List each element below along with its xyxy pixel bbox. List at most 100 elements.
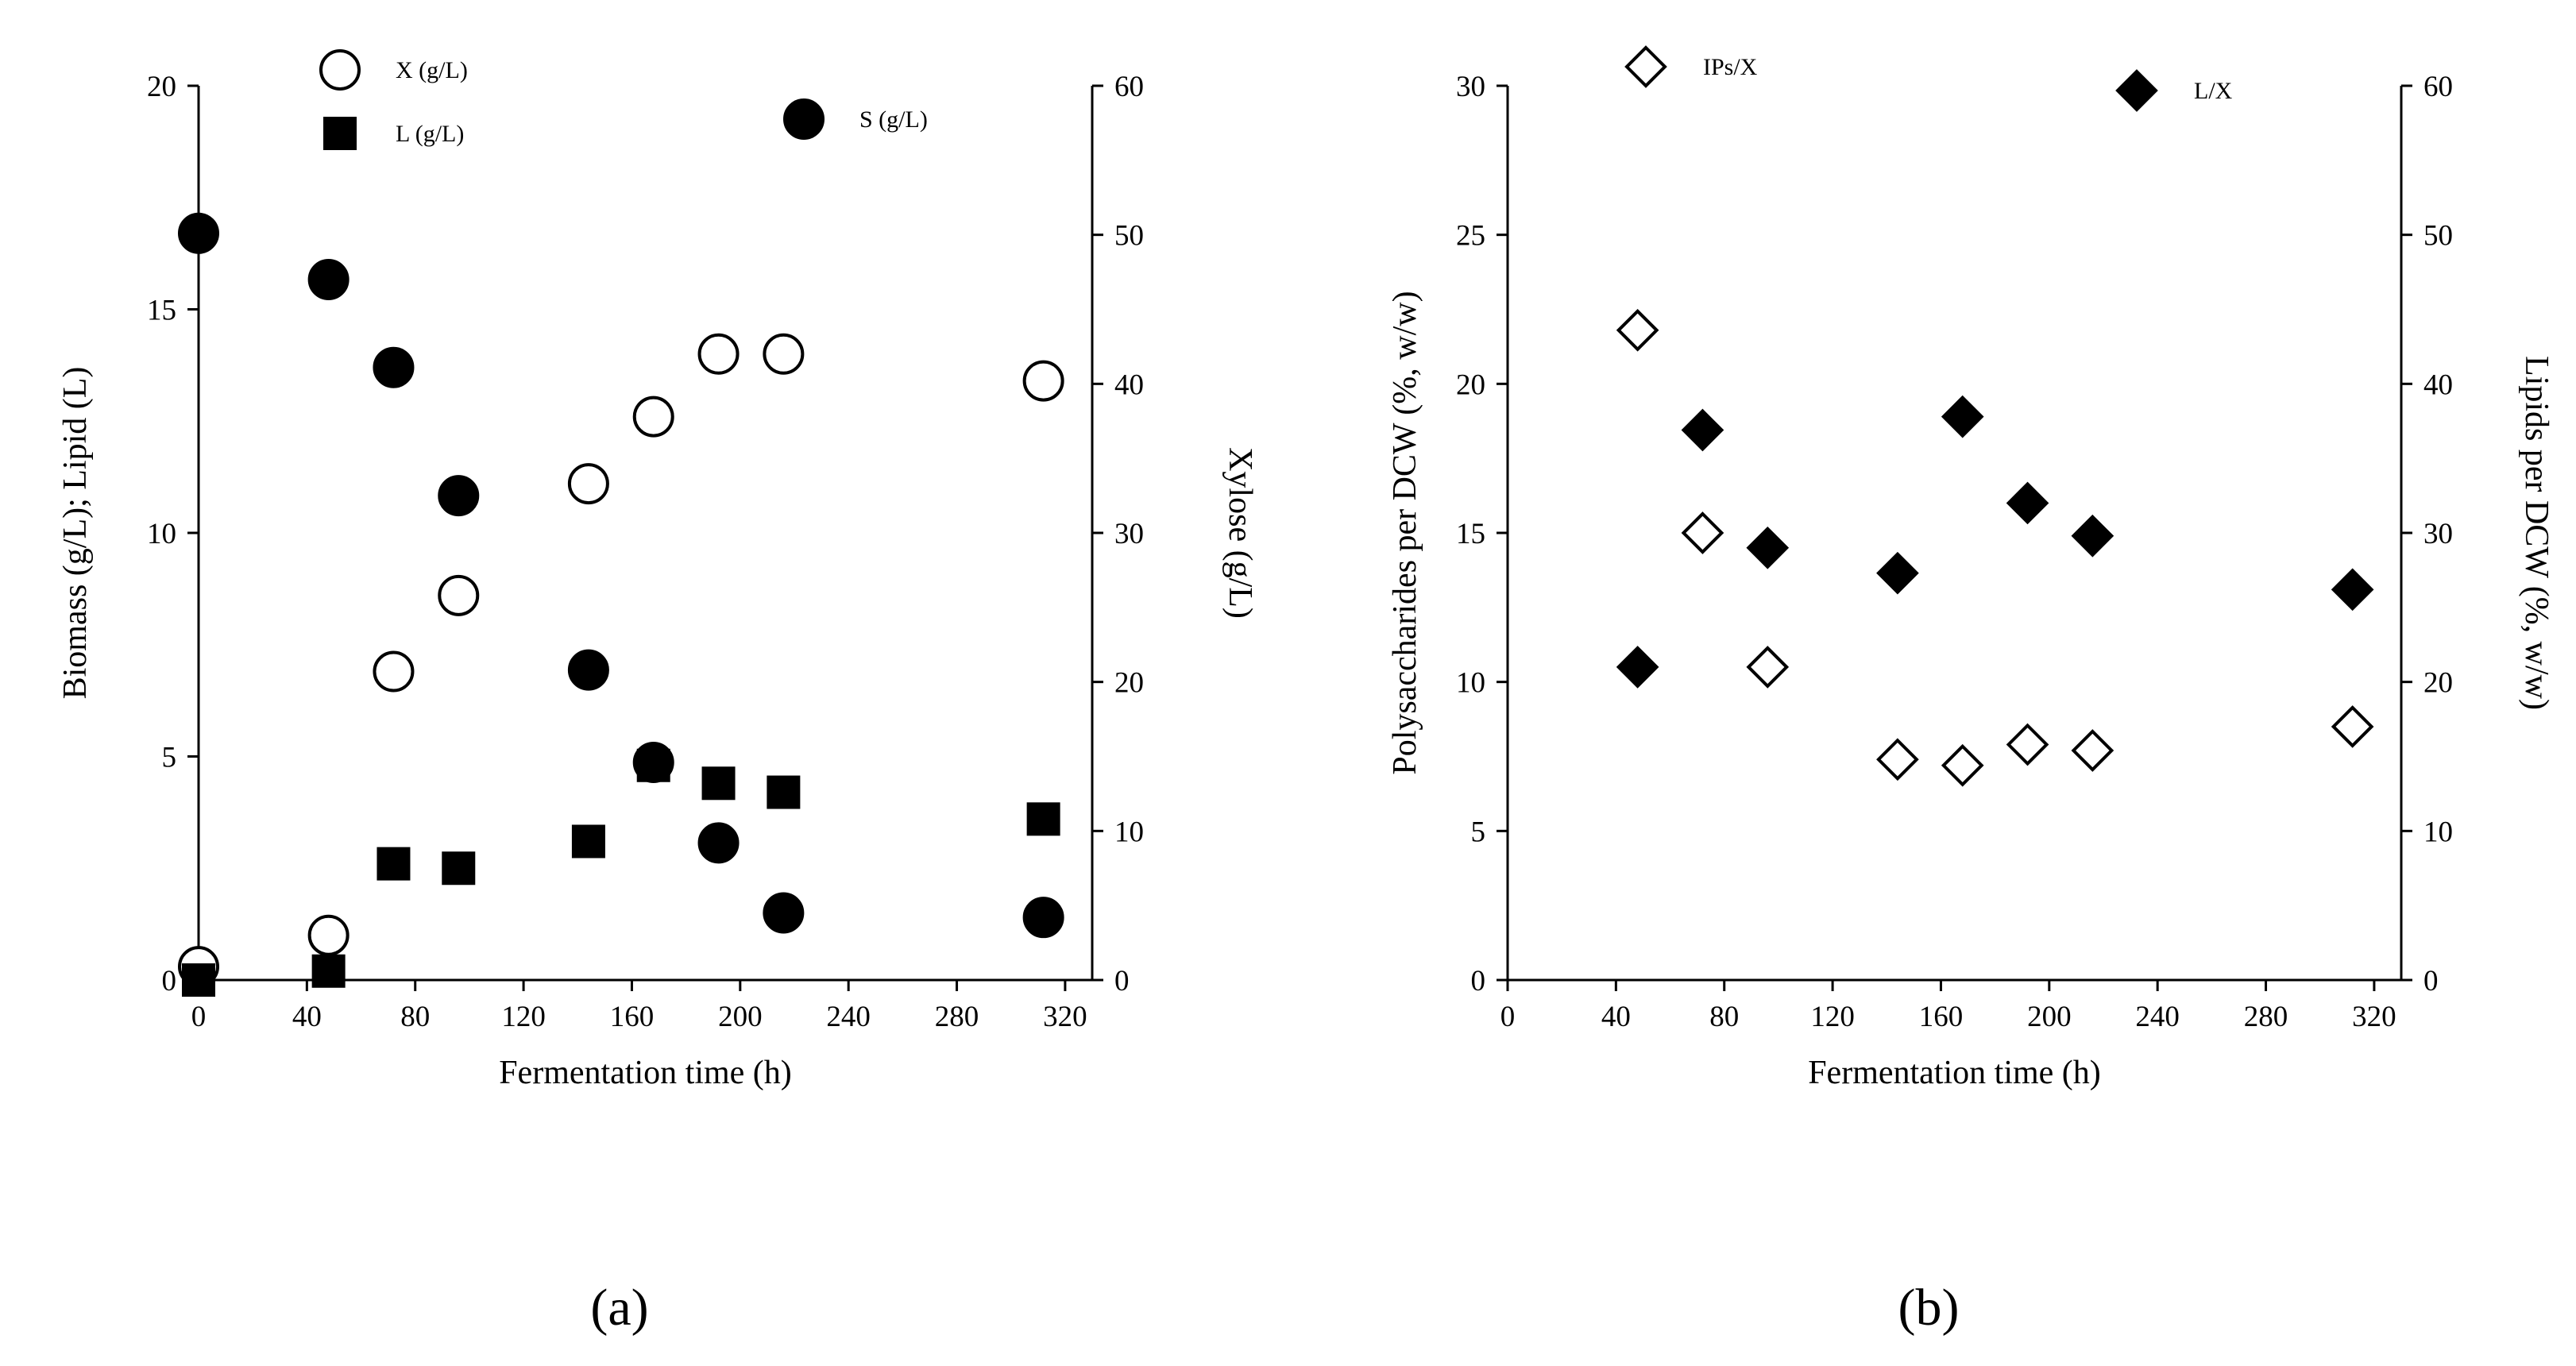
data-point — [697, 333, 740, 375]
data-point — [1022, 897, 1064, 939]
y-axis-right-title: Lipids per DCW (%, w/w) — [2518, 356, 2555, 710]
x-tick-label: 240 — [826, 1001, 871, 1033]
y-left-tick-label: 0 — [1471, 965, 1486, 997]
y-right-tick-label: 30 — [2423, 518, 2453, 550]
x-tick-label: 320 — [1043, 1001, 1087, 1033]
data-point — [178, 212, 219, 254]
y-left-tick-label: 15 — [147, 295, 176, 327]
series-l-x — [1616, 395, 2374, 689]
y-left-tick-label: 20 — [147, 71, 176, 103]
x-tick-label: 160 — [1919, 1001, 1964, 1033]
y-right-tick-label: 60 — [1114, 71, 1144, 103]
y-right-tick-label: 20 — [2423, 667, 2453, 700]
x-tick-label: 40 — [1601, 1001, 1631, 1033]
data-point — [567, 649, 609, 691]
data-point — [1941, 395, 1984, 438]
data-point — [377, 847, 411, 881]
data-point — [182, 963, 215, 997]
data-point — [632, 396, 674, 438]
data-point — [438, 574, 480, 616]
legend-entry: S (g/L) — [783, 98, 928, 140]
series-x-g-l — [178, 333, 1064, 988]
y-left-tick-label: 25 — [1456, 220, 1485, 253]
data-point — [2006, 723, 2049, 766]
legend-entry: X (g/L) — [319, 49, 468, 91]
y-right-tick-label: 30 — [1114, 518, 1144, 550]
legend-entry: L (g/L) — [323, 117, 464, 150]
data-point — [311, 954, 346, 988]
y-right-tick-label: 40 — [1114, 369, 1144, 401]
data-point — [2331, 568, 2374, 612]
y-left-tick-label: 0 — [162, 965, 177, 997]
data-point — [567, 463, 609, 505]
data-point — [1876, 551, 1919, 595]
series-ips-x — [1616, 308, 2374, 787]
data-point — [307, 258, 350, 300]
data-point — [442, 851, 476, 886]
y-right-tick-label: 40 — [2423, 369, 2453, 401]
x-tick-label: 320 — [2352, 1001, 2396, 1033]
x-tick-label: 40 — [292, 1001, 322, 1033]
legend-entry: L/X — [2115, 69, 2233, 112]
y-left-tick-label: 30 — [1456, 71, 1485, 103]
data-point — [373, 346, 415, 388]
x-tick-label: 0 — [1500, 1001, 1516, 1033]
data-point — [1746, 646, 1790, 689]
y-left-tick-label: 10 — [1456, 667, 1485, 700]
x-tick-label: 160 — [610, 1001, 655, 1033]
data-point — [373, 650, 415, 693]
panel-label: (a) — [590, 1279, 648, 1337]
y-axis-left-title: Biomass (g/L); Lipid (L) — [57, 367, 94, 700]
legend-label: IPs/X — [1703, 54, 1758, 80]
chart-panel-a: 0 40 80 120 160 200 240 280 32005101520010203040… — [57, 49, 1258, 1337]
data-point — [438, 475, 480, 517]
data-point — [1941, 743, 1984, 787]
x-tick-label: 280 — [935, 1001, 979, 1033]
y-right-tick-label: 10 — [2423, 816, 2453, 848]
data-point — [2006, 481, 2049, 525]
y-left-tick-label: 15 — [1456, 518, 1485, 550]
data-point — [571, 824, 605, 859]
y-right-tick-label: 50 — [1114, 220, 1144, 253]
y-right-tick-label: 0 — [1114, 965, 1130, 997]
data-point — [767, 775, 801, 809]
x-tick-label: 200 — [2027, 1001, 2072, 1033]
data-point — [763, 892, 805, 934]
x-tick-label: 120 — [501, 1001, 546, 1033]
data-point — [1616, 308, 1659, 352]
legend-marker — [783, 98, 825, 140]
data-point — [697, 822, 740, 864]
series-l-g-l — [182, 748, 1060, 997]
x-tick-label: 80 — [400, 1001, 430, 1033]
y-axis-right-title: Xylose (g/L) — [1222, 447, 1258, 619]
x-tick-label: 280 — [2244, 1001, 2288, 1033]
data-point — [1746, 526, 1790, 569]
data-point — [2071, 729, 2114, 772]
x-tick-label: 120 — [1810, 1001, 1855, 1033]
y-right-tick-label: 50 — [2423, 220, 2453, 253]
y-right-tick-label: 60 — [2423, 71, 2453, 103]
data-point — [1616, 646, 1659, 689]
x-tick-label: 80 — [1709, 1001, 1739, 1033]
x-tick-label: 0 — [191, 1001, 207, 1033]
x-tick-label: 200 — [718, 1001, 763, 1033]
y-left-tick-label: 5 — [1471, 816, 1486, 848]
data-point — [1681, 511, 1724, 554]
x-axis-title: Fermentation time (h) — [499, 1055, 792, 1091]
legend-entry: IPs/X — [1624, 45, 1758, 88]
data-point — [1876, 738, 1919, 781]
y-left-tick-label: 10 — [147, 518, 176, 550]
legend-label: L (g/L) — [396, 121, 464, 147]
y-left-tick-label: 20 — [1456, 369, 1485, 401]
legend-label: S (g/L) — [859, 106, 928, 133]
data-point — [763, 333, 805, 375]
series-s-g-l — [178, 212, 1064, 939]
legend-marker — [2115, 69, 2158, 112]
data-point — [1026, 802, 1060, 836]
data-point — [1022, 360, 1064, 402]
data-point — [1681, 408, 1724, 452]
y-right-tick-label: 0 — [2423, 965, 2439, 997]
x-tick-label: 240 — [2135, 1001, 2180, 1033]
